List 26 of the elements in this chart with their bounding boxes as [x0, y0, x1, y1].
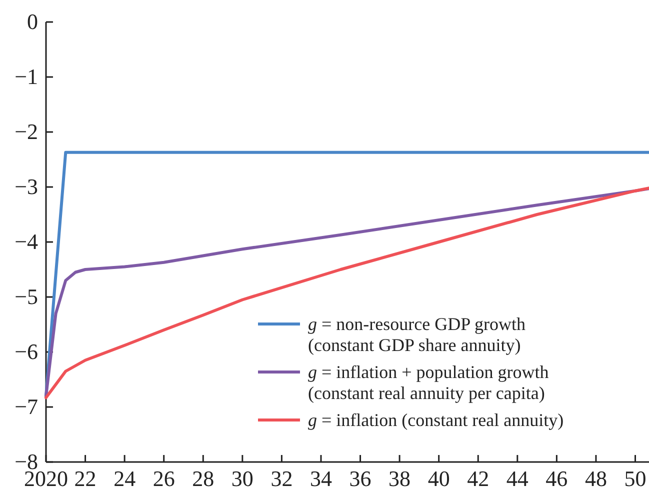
y-tick-label: −5 — [14, 284, 38, 310]
x-tick-label: 38 — [388, 466, 411, 491]
x-tick-label: 40 — [428, 466, 450, 491]
y-tick-label: −7 — [14, 394, 38, 420]
legend-label: g = inflation (constant real annuity) — [308, 410, 564, 430]
y-tick-label: −3 — [14, 174, 38, 200]
x-tick-label: 50 — [624, 466, 646, 491]
x-tick-label: 32 — [270, 466, 293, 491]
x-tick-label: 46 — [546, 466, 568, 491]
x-tick-label: 42 — [467, 466, 490, 491]
x-tick-label: 36 — [349, 466, 372, 491]
x-tick-label: 28 — [192, 466, 214, 491]
y-tick-label: −1 — [14, 64, 38, 90]
y-tick-label: −6 — [14, 339, 38, 364]
x-tick-label: 24 — [114, 466, 136, 491]
y-tick-label: −4 — [14, 229, 38, 254]
legend-label: g = non-resource GDP growth (constant GDP share annuity) — [308, 314, 526, 355]
y-tick-label: −2 — [14, 119, 38, 144]
x-tick-label: 30 — [231, 466, 254, 491]
x-tick-label: 44 — [506, 466, 528, 491]
x-tick-label: 26 — [152, 466, 175, 491]
y-tick-label: 0 — [27, 9, 38, 34]
x-tick-label: 34 — [310, 466, 332, 491]
x-tick-label: 48 — [584, 466, 607, 491]
legend-label: g = inflation + population growth (constant real annuity per capita) — [308, 362, 549, 403]
x-tick-label: 22 — [74, 466, 96, 491]
